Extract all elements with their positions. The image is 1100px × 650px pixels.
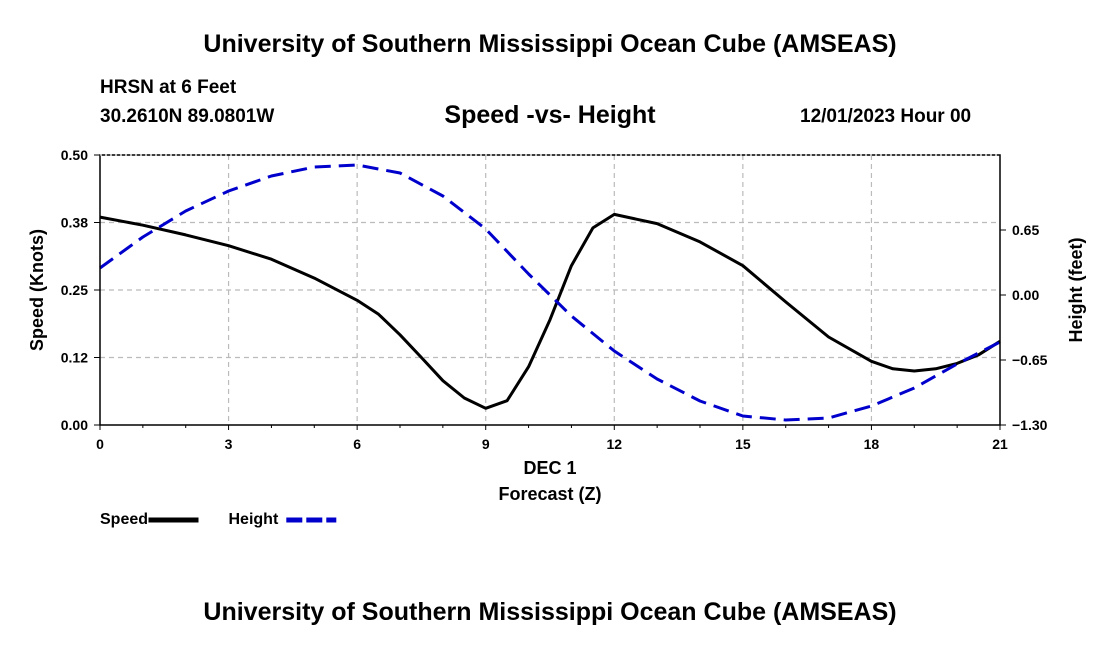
chart-subtitle: Speed -vs- Height [444,101,656,129]
y-tick-label: 0.38 [61,215,88,231]
x-tick-label: 12 [606,436,622,452]
main-title: University of Southern Mississippi Ocean… [203,30,897,58]
legend-label-speed: Speed [100,511,148,528]
height-series-line [99,163,1001,422]
legend-label-height: Height [229,511,279,528]
speed-series-line [99,212,1001,410]
x-tick-label: 18 [864,436,880,452]
series-layer [99,163,1001,422]
ticks: 0 3 6 9 12 15 18 21 0.00 0.12 0.25 0.38 0.50 −1.30 −0.… [61,147,1048,452]
y-axis-label-left: Speed (Knots) [27,229,47,351]
x-tick-label: 6 [353,436,361,452]
x-axis-label: Forecast (Z) [498,484,601,504]
x-tick-label: 15 [735,436,751,452]
x-tick-label: 21 [992,436,1008,452]
forecast-datetime: 12/01/2023 Hour 00 [800,106,972,127]
y2-tick-label: 0.00 [1012,287,1039,303]
station-label: HRSN at 6 Feet [100,77,237,98]
legend: Speed Height [100,511,337,528]
grid [100,154,1000,425]
x-tick-label: 9 [482,436,490,452]
y2-tick-label: −0.65 [1012,352,1048,368]
x-tick-label: 0 [96,436,104,452]
x-axis-label-day: DEC 1 [523,458,576,478]
y-axis-label-right: Height (feet) [1066,238,1086,343]
y-tick-label: 0.25 [61,282,88,298]
y-tick-label: 0.50 [61,147,88,163]
y2-tick-label: 0.65 [1012,222,1039,238]
y2-tick-label: −1.30 [1012,417,1048,433]
station-coordinates: 30.2610N 89.0801W [100,106,275,127]
footer-title: University of Southern Mississippi Ocean… [203,598,897,626]
y-tick-label: 0.00 [61,417,88,433]
x-tick-label: 3 [225,436,233,452]
y-tick-label: 0.12 [61,350,88,366]
